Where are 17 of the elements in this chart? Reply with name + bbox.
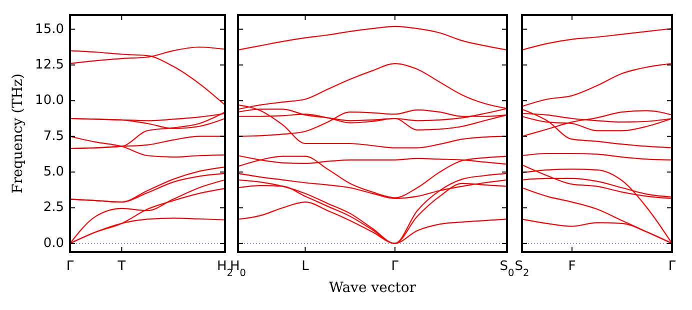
x-tick-label: F bbox=[568, 259, 576, 274]
y-tick-label: 12.5 bbox=[35, 57, 64, 72]
x-tick-label: S$_{2}$ bbox=[514, 259, 530, 278]
x-tick-label: Γ bbox=[391, 259, 400, 274]
x-tick-label: Γ bbox=[668, 259, 676, 274]
y-axis-title: Frequency (THz) bbox=[10, 73, 26, 194]
x-tick-label: L bbox=[302, 259, 310, 274]
y-tick-label: 5.0 bbox=[43, 164, 64, 180]
y-tick-label: 2.5 bbox=[43, 200, 64, 216]
y-tick-label: 15.0 bbox=[35, 22, 64, 37]
x-tick-label: T bbox=[116, 259, 126, 274]
x-tick-label: S$_{0}$ bbox=[500, 259, 514, 278]
x-axis-title: Wave vector bbox=[329, 280, 416, 296]
x-tick-label: Γ bbox=[66, 259, 74, 274]
y-tick-label: 7.5 bbox=[43, 128, 64, 144]
y-tick-label: 0.0 bbox=[43, 236, 64, 251]
y-tick-label: 10.0 bbox=[35, 93, 64, 108]
